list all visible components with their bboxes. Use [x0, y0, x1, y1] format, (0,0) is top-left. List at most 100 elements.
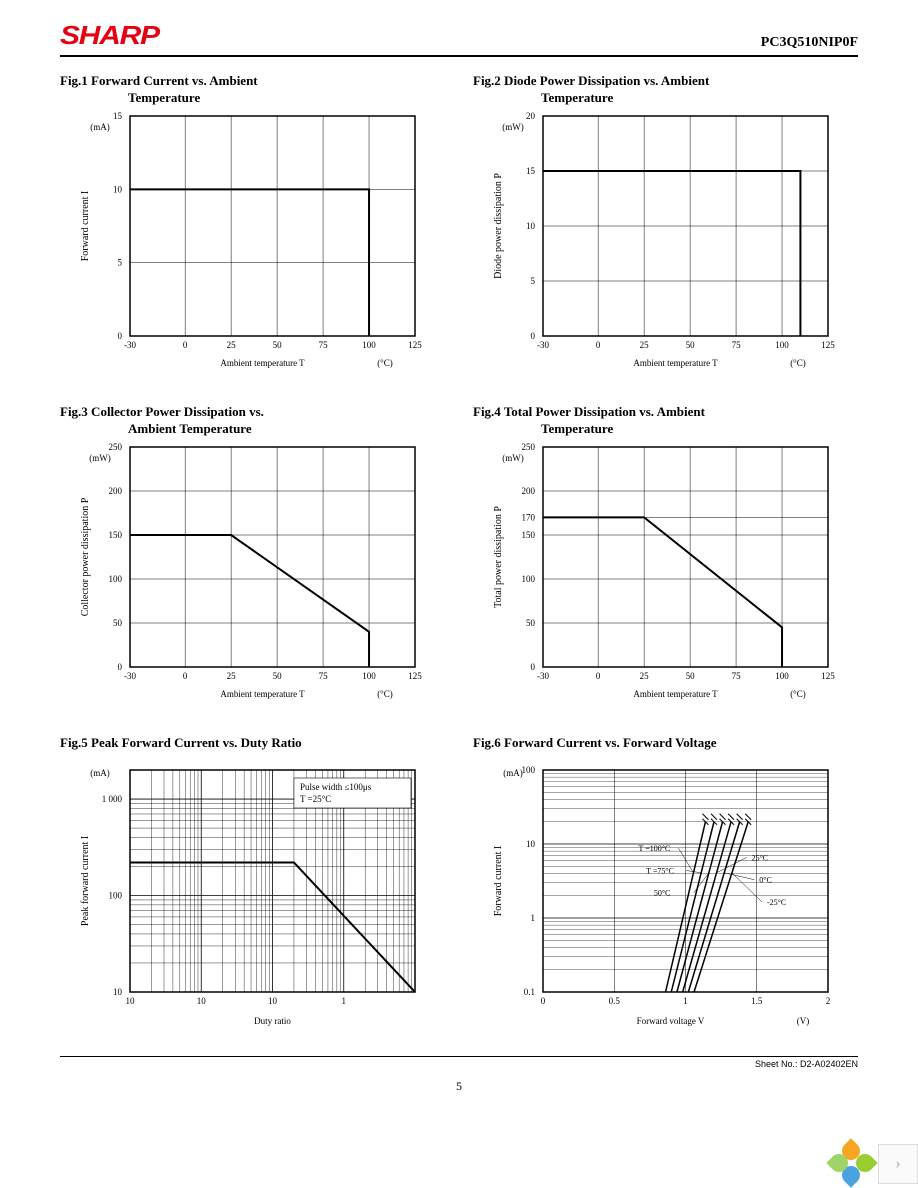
svg-text:1: 1: [683, 996, 688, 1006]
svg-text:125: 125: [821, 671, 835, 681]
svg-text:(°C): (°C): [377, 689, 393, 699]
svg-text:150: 150: [109, 530, 123, 540]
svg-text:0: 0: [118, 331, 123, 341]
svg-text:Ambient temperature T: Ambient temperature T: [220, 358, 305, 368]
svg-text:Pulse width ≤100μs: Pulse width ≤100μs: [300, 782, 372, 792]
svg-text:100: 100: [775, 671, 789, 681]
svg-text:0.1: 0.1: [524, 987, 535, 997]
svg-text:0: 0: [531, 331, 536, 341]
svg-text:(°C): (°C): [377, 358, 393, 368]
footer-rule: [60, 1056, 858, 1057]
svg-text:1: 1: [342, 996, 347, 1006]
svg-text:0: 0: [531, 662, 536, 672]
figure-2: Fig.2 Diode Power Dissipation vs. Ambien…: [473, 73, 858, 386]
svg-text:100: 100: [109, 890, 123, 900]
svg-text:25: 25: [227, 340, 237, 350]
part-number: PC3Q510NIP0F: [761, 35, 858, 51]
svg-text:15: 15: [113, 111, 123, 121]
svg-text:25: 25: [640, 340, 650, 350]
svg-text:75: 75: [732, 671, 742, 681]
svg-text:T =25°C: T =25°C: [300, 794, 331, 804]
fig1-title: Fig.1 Forward Current vs. Ambient: [60, 73, 445, 90]
svg-text:(mA): (mA): [90, 768, 110, 778]
svg-text:Diode power dissipation P: Diode power dissipation P: [493, 173, 504, 279]
svg-text:-30: -30: [124, 340, 136, 350]
svg-text:10: 10: [113, 184, 123, 194]
fig3-subtitle: Ambient Temperature: [128, 421, 445, 437]
svg-text:0: 0: [183, 671, 188, 681]
svg-text:50: 50: [686, 340, 696, 350]
svg-text:50°C: 50°C: [654, 888, 671, 897]
svg-text:20: 20: [526, 111, 536, 121]
fig2-title: Fig.2 Diode Power Dissipation vs. Ambien…: [473, 73, 858, 90]
svg-text:0: 0: [596, 671, 601, 681]
svg-text:10: 10: [268, 996, 278, 1006]
svg-text:125: 125: [408, 340, 422, 350]
svg-text:75: 75: [319, 671, 329, 681]
corner-widget: ›: [830, 1140, 918, 1188]
page-number: 5: [60, 1079, 858, 1094]
svg-text:Forward current I: Forward current I: [493, 845, 504, 916]
figure-4: Fig.4 Total Power Dissipation vs. Ambien…: [473, 404, 858, 717]
svg-text:(mW): (mW): [89, 453, 111, 463]
svg-text:125: 125: [408, 671, 422, 681]
svg-text:50: 50: [686, 671, 696, 681]
svg-text:1: 1: [531, 913, 536, 923]
fig5-title: Fig.5 Peak Forward Current vs. Duty Rati…: [60, 735, 445, 752]
svg-text:(mW): (mW): [502, 122, 524, 132]
fig4-chart: -300255075100125050100150170200250Total …: [473, 437, 843, 717]
svg-text:100: 100: [362, 340, 376, 350]
svg-text:1 000: 1 000: [102, 794, 123, 804]
svg-text:100: 100: [109, 574, 123, 584]
svg-text:125: 125: [821, 340, 835, 350]
svg-text:100: 100: [522, 765, 536, 775]
svg-text:25: 25: [227, 671, 237, 681]
svg-text:0: 0: [596, 340, 601, 350]
svg-text:-30: -30: [537, 340, 549, 350]
sharp-logo: SHARP: [60, 20, 159, 51]
svg-text:Ambient temperature T: Ambient temperature T: [633, 689, 718, 699]
svg-text:Total power dissipation P: Total power dissipation P: [493, 505, 504, 607]
fig4-subtitle: Temperature: [541, 421, 858, 437]
svg-text:Forward current I: Forward current I: [80, 191, 91, 262]
svg-text:Duty ratio: Duty ratio: [254, 1016, 291, 1026]
fig2-chart: -30025507510012505101520Diode power diss…: [473, 106, 843, 386]
page-header: SHARP PC3Q510NIP0F: [60, 20, 858, 57]
svg-text:5: 5: [118, 258, 123, 268]
svg-text:25°C: 25°C: [752, 853, 769, 862]
svg-text:200: 200: [522, 486, 536, 496]
svg-text:50: 50: [273, 671, 283, 681]
svg-text:0: 0: [541, 996, 546, 1006]
svg-text:T =100°C: T =100°C: [638, 844, 670, 853]
svg-text:Ambient temperature T: Ambient temperature T: [220, 689, 305, 699]
figure-1: Fig.1 Forward Current vs. Ambient Temper…: [60, 73, 445, 386]
fig2-subtitle: Temperature: [541, 90, 858, 106]
svg-text:75: 75: [732, 340, 742, 350]
svg-text:(mA): (mA): [90, 122, 110, 132]
svg-text:(°C): (°C): [790, 689, 806, 699]
svg-text:T =75°C: T =75°C: [646, 866, 674, 875]
svg-text:Ambient temperature T: Ambient temperature T: [633, 358, 718, 368]
svg-text:50: 50: [526, 618, 536, 628]
svg-text:-30: -30: [124, 671, 136, 681]
sheet-number: Sheet No.: D2-A02402EN: [60, 1059, 858, 1069]
charts-grid: Fig.1 Forward Current vs. Ambient Temper…: [60, 73, 858, 1048]
svg-text:50: 50: [113, 618, 123, 628]
svg-text:100: 100: [362, 671, 376, 681]
svg-text:-30: -30: [537, 671, 549, 681]
svg-text:75: 75: [319, 340, 329, 350]
figure-6: Fig.6 Forward Current vs. Forward Voltag…: [473, 735, 858, 1048]
svg-text:0: 0: [183, 340, 188, 350]
svg-text:1.5: 1.5: [751, 996, 763, 1006]
svg-text:(mW): (mW): [502, 453, 524, 463]
svg-text:25: 25: [640, 671, 650, 681]
svg-text:Forward voltage V: Forward voltage V: [637, 1016, 705, 1026]
svg-text:100: 100: [775, 340, 789, 350]
svg-text:(mA): (mA): [503, 768, 523, 778]
fig1-chart: -300255075100125051015Forward current I(…: [60, 106, 430, 386]
svg-text:50: 50: [273, 340, 283, 350]
svg-text:(V): (V): [797, 1016, 810, 1026]
next-page-button[interactable]: ›: [878, 1144, 918, 1184]
svg-text:0: 0: [118, 662, 123, 672]
svg-text:(°C): (°C): [790, 358, 806, 368]
